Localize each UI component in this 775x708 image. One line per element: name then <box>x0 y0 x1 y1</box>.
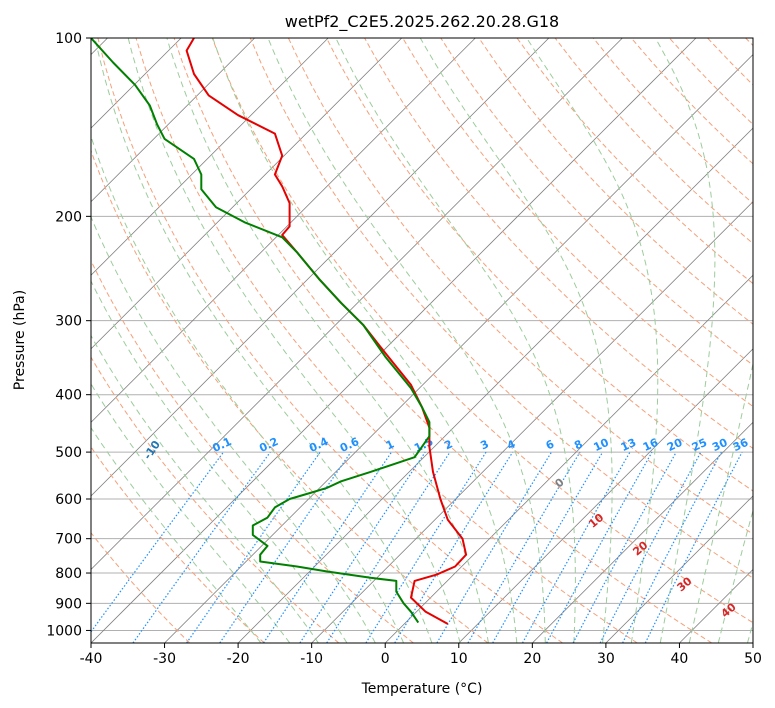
mixing-ratio-line <box>644 451 743 643</box>
isotherm-line <box>237 127 753 643</box>
dry-adiabat <box>97 38 563 643</box>
y-axis-label: Pressure (hPa) <box>12 290 28 390</box>
x-tick-label: 40 <box>671 651 689 667</box>
x-axis-label: Temperature (°C) <box>361 681 483 697</box>
y-axis-ticks: 100 200 300 400 500 600 700 800 900 1000 <box>46 31 91 639</box>
isotherm-line <box>91 38 476 423</box>
dry-adiabat <box>478 38 753 325</box>
x-tick-label: -30 <box>153 651 176 667</box>
mixing-ratio-line <box>299 451 426 643</box>
y-tick-label: 900 <box>55 596 82 612</box>
x-tick-label: 30 <box>597 651 615 667</box>
isotherm-line <box>458 348 753 643</box>
moist-adiabat <box>91 426 262 643</box>
y-tick-label: 400 <box>55 388 82 404</box>
moist-adiabat <box>91 215 376 643</box>
dry-adiabat <box>91 446 265 643</box>
isotherm-line <box>91 38 329 276</box>
x-tick-label: -40 <box>80 651 103 667</box>
x-tick-label: 10 <box>450 651 468 667</box>
isotherm-line <box>605 495 753 643</box>
profile-series <box>91 38 468 625</box>
mixing-ratio-line <box>572 451 677 643</box>
mixing-ratio-label: 20 <box>665 436 685 454</box>
dry-adiabat <box>211 38 753 624</box>
x-tick-label: 0 <box>381 651 390 667</box>
x-tick-label: -10 <box>300 651 323 667</box>
dry-adiabat <box>135 38 638 643</box>
isotherm-line <box>532 421 753 643</box>
mixing-ratio-line <box>546 451 653 643</box>
moist-adiabat <box>91 135 405 643</box>
y-tick-label: 700 <box>55 532 82 548</box>
dry-adiabat <box>173 38 713 643</box>
moist-adiabat <box>419 38 613 643</box>
mixing-ratio-label: 25 <box>690 436 709 454</box>
y-tick-label: 1000 <box>46 623 82 639</box>
mixing-ratio-line <box>436 451 553 643</box>
y-tick-label: 600 <box>55 492 82 508</box>
mixing-ratio-label: 16 <box>641 436 661 454</box>
skewed-isotherms <box>91 38 753 643</box>
mixing-ratio-line <box>186 451 321 643</box>
x-tick-label: 20 <box>523 651 541 667</box>
dry-adiabat <box>91 532 191 643</box>
isotherm-line <box>384 274 753 643</box>
y-tick-label: 200 <box>55 209 82 225</box>
dry-adiabat <box>91 259 414 643</box>
x-tick-label: -20 <box>227 651 250 667</box>
dry-adiabat <box>91 356 340 643</box>
mixing-ratio-line <box>521 451 631 643</box>
isotherm-line <box>91 38 697 643</box>
isotherm-line <box>91 38 255 203</box>
moist-adiabat <box>91 382 291 643</box>
dry-adiabat <box>516 38 753 285</box>
moist-adiabat <box>212 38 518 643</box>
y-tick-label: 800 <box>55 566 82 582</box>
dewpoint-profile <box>91 38 431 624</box>
dry-adiabats <box>91 38 753 643</box>
mixing-ratio-line <box>219 451 352 643</box>
plot-frame <box>90 37 754 644</box>
mixing-ratio-line <box>91 451 224 633</box>
moist-adiabat <box>166 38 489 643</box>
moist-adiabat <box>717 508 753 643</box>
mixing-ratio-line <box>599 451 702 643</box>
mixing-ratio-line <box>622 451 722 643</box>
mixing-ratio-line <box>132 451 271 643</box>
dry-adiabat <box>249 38 753 579</box>
mixing-ratio-label: 10 <box>592 436 612 454</box>
moist-adiabat <box>688 361 753 643</box>
mixing-ratio-label: 30 <box>710 436 730 454</box>
moist-adiabat <box>526 38 659 643</box>
x-axis-ticks: -40 -30 -20 -10 0 10 20 30 40 50 <box>80 643 762 667</box>
pressure-gridlines <box>91 38 753 631</box>
isotherm-line <box>91 38 550 497</box>
mixing-ratio-line <box>365 451 487 643</box>
moist-adiabat <box>335 38 576 643</box>
y-tick-label: 100 <box>55 31 82 47</box>
y-tick-label: 500 <box>55 445 82 461</box>
mixing-ratio-lines <box>91 451 743 643</box>
mixing-ratio-line <box>326 451 451 643</box>
mixing-ratio-line <box>262 451 392 643</box>
moist-adiabat <box>127 38 461 643</box>
moist-adiabat <box>91 334 319 643</box>
x-tick-label: 50 <box>744 651 762 667</box>
mixing-ratio-label: 36 <box>731 436 751 454</box>
dry-adiabat <box>326 38 753 492</box>
moist-adiabat <box>654 38 716 643</box>
y-tick-label: 300 <box>55 314 82 330</box>
chart-title: wetPf2_C2E5.2025.262.20.28.G18 <box>285 12 559 32</box>
dry-adiabat <box>402 38 753 408</box>
dry-adiabat <box>91 149 489 643</box>
moist-adiabat <box>267 38 546 643</box>
isotherm-line <box>164 53 753 643</box>
mixing-ratio-line <box>394 451 514 643</box>
isotherm-line <box>91 38 623 571</box>
mixing-ratio-label: 13 <box>619 436 638 454</box>
isotherm-line <box>91 38 403 350</box>
